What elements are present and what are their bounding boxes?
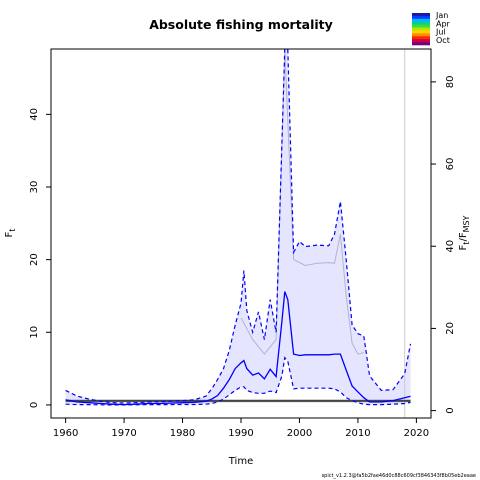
x-tick-label: 1970 <box>111 428 136 439</box>
legend-swatch <box>412 30 430 34</box>
x-axis-label: Time <box>228 456 253 467</box>
y-left-main: F <box>4 231 15 237</box>
y-right-tick-label: 20 <box>445 322 456 335</box>
svg-text:Ft/FMSY: Ft/FMSY <box>458 215 471 250</box>
chart-title: Absolute fishing mortality <box>149 17 333 32</box>
legend-swatch <box>412 27 430 31</box>
x-tick-label: 2000 <box>287 428 312 439</box>
legend-label: Jul <box>435 28 446 37</box>
legend-swatch <box>412 18 430 23</box>
legend-label: Apr <box>436 19 451 28</box>
legend-swatch <box>412 42 430 46</box>
y-right-main: F <box>458 244 469 250</box>
y-right-sub: t <box>462 242 471 245</box>
y-right-tail: /F <box>458 232 469 241</box>
upper-ci-line <box>65 49 412 404</box>
y-right-tick-label: 60 <box>445 158 456 171</box>
y-axis-left-label: Ft <box>4 229 17 238</box>
x-tick-label: 1960 <box>53 428 78 439</box>
legend-swatch <box>412 39 430 43</box>
legend-swatch <box>412 24 430 28</box>
y-left-tick-label: 0 <box>29 402 40 408</box>
x-tick-label: 1980 <box>170 428 195 439</box>
legend-swatch <box>412 15 430 20</box>
y-left-tick-label: 10 <box>29 326 40 339</box>
lower-ci-line <box>65 356 411 406</box>
legend-swatch <box>412 21 430 25</box>
y-left-sub: t <box>8 229 17 232</box>
legend-swatch <box>412 33 430 37</box>
y-left-tick-label: 20 <box>29 253 40 266</box>
x-tick-label: 2020 <box>404 428 429 439</box>
x-tick-label: 2010 <box>345 428 370 439</box>
y-right-tick-label: 0 <box>445 407 456 413</box>
legend-label: Jan <box>435 11 448 20</box>
x-axis: 1960 1970 1980 1990 2000 2010 2020 <box>53 418 429 439</box>
footer-version: spict_v1.2.3@fa5b2fae46d0c88c609cf384634… <box>322 473 476 479</box>
x-tick-label: 1990 <box>228 428 253 439</box>
y-axis-right-label: Ft/FMSY <box>458 215 471 250</box>
legend-swatch <box>412 13 430 17</box>
estimate-line <box>65 291 411 406</box>
y-axis-right: 0 20 40 60 80 <box>431 76 456 414</box>
legend-swatch <box>412 36 430 40</box>
y-left-tick-label: 40 <box>29 108 40 121</box>
svg-text:Ft: Ft <box>4 229 17 238</box>
plot-area <box>65 49 412 418</box>
ci-band <box>65 49 411 405</box>
y-axis-left: 0 10 20 30 40 <box>29 108 51 408</box>
y-left-tick-label: 30 <box>29 181 40 194</box>
y-right-tick-label: 80 <box>445 76 456 89</box>
y-right-tail-sub: MSY <box>462 215 471 232</box>
legend-label: Oct <box>436 36 450 45</box>
y-right-tick-label: 40 <box>445 240 456 253</box>
grey-ci-line <box>240 49 364 355</box>
